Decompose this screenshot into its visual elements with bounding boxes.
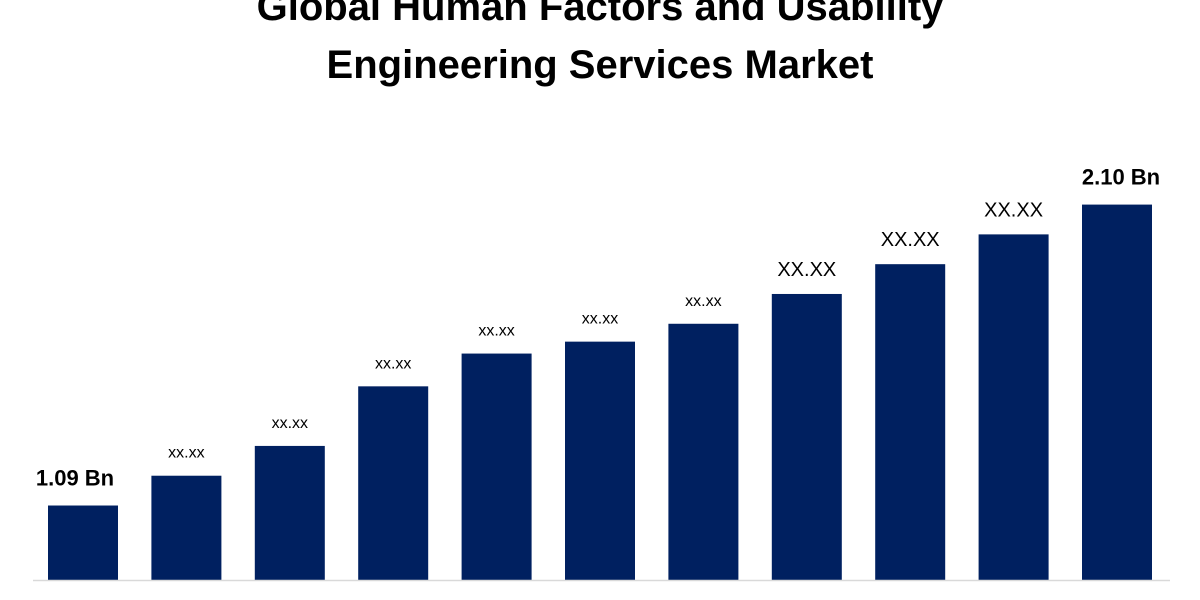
bar bbox=[48, 505, 118, 580]
data-label: 1.09 Bn bbox=[36, 466, 114, 491]
bar bbox=[461, 353, 532, 580]
bar bbox=[151, 475, 222, 580]
bar bbox=[668, 323, 739, 580]
data-label: xx.xx bbox=[685, 293, 721, 310]
data-label: xx.xx bbox=[375, 355, 411, 372]
bar bbox=[254, 445, 325, 580]
bar bbox=[565, 341, 635, 580]
data-label: xx.xx bbox=[582, 311, 618, 328]
data-label: XX.XX bbox=[777, 259, 836, 281]
bar bbox=[978, 234, 1049, 581]
data-label: XX.XX bbox=[984, 199, 1043, 221]
data-label: 2.10 Bn bbox=[1082, 165, 1160, 190]
data-label: xx.xx bbox=[272, 415, 308, 432]
bar bbox=[358, 386, 429, 580]
data-label: xx.xx bbox=[168, 445, 204, 462]
bar bbox=[771, 293, 842, 580]
bar bbox=[1082, 204, 1152, 580]
data-label: XX.XX bbox=[881, 229, 940, 251]
chart-title: Global Human Factors and Usability Engin… bbox=[256, 0, 944, 87]
data-label: xx.xx bbox=[478, 323, 514, 340]
bar bbox=[875, 264, 946, 580]
